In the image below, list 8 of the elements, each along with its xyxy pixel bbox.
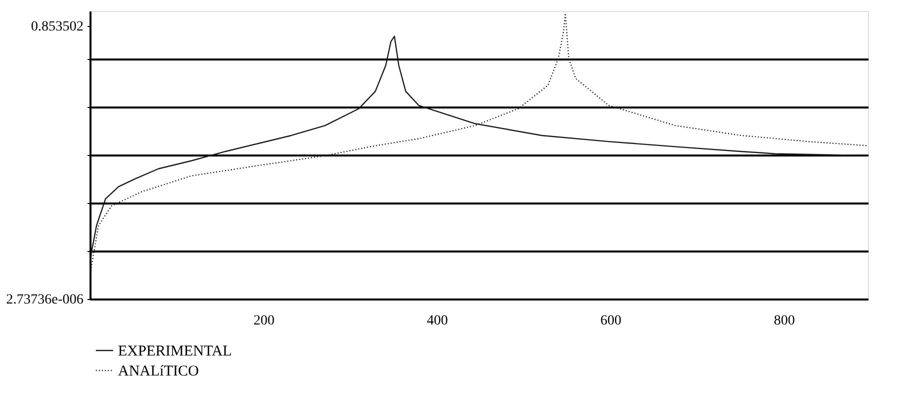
y-tick-label: 0.853502 [31, 19, 84, 34]
x-tick-label: 200 [253, 314, 274, 328]
x-tick-label: 400 [426, 314, 448, 328]
y-tick-label: 2.73736e-006 [6, 292, 84, 308]
legend-label: ANALíTICO [118, 364, 199, 380]
x-tick-label: 800 [774, 314, 795, 328]
legend-label: EXPERIMENTAL [118, 344, 232, 360]
x-tick-label: 600 [600, 314, 622, 328]
